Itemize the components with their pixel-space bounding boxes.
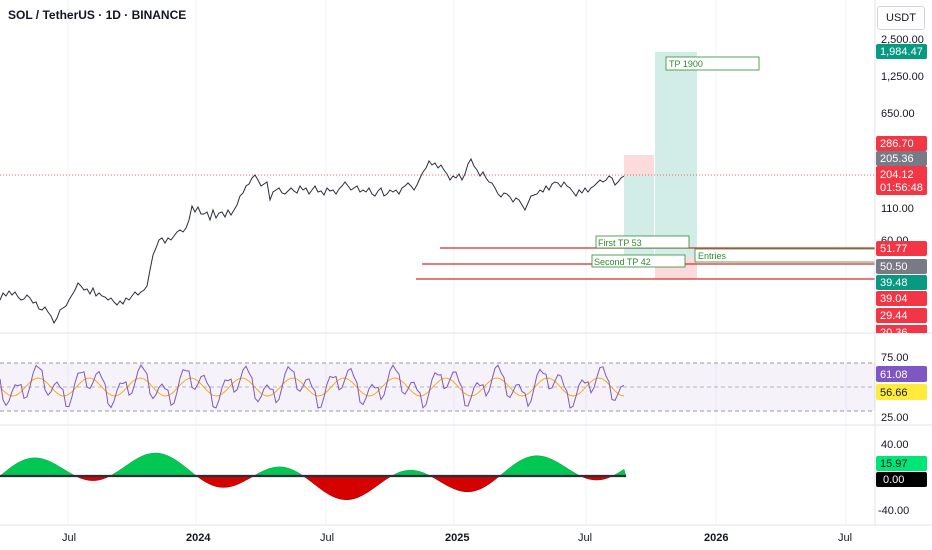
price-badge-current[interactable] — [876, 166, 927, 195]
price-badge-text: 20.36 — [880, 327, 908, 339]
price-tick-label: 1,250.00 — [881, 71, 924, 83]
price-series-line — [0, 157, 625, 325]
price-badge-text: 29.44 — [880, 310, 908, 322]
time-tick-label: 2024 — [186, 532, 211, 544]
stop-zone-box-1[interactable] — [624, 155, 654, 175]
price-badge-text: 286.70 — [880, 138, 914, 150]
annotation-first-tp[interactable]: First TP 53 — [595, 235, 690, 249]
countdown-timer-text: 01:56:48 — [880, 182, 923, 194]
price-badge-level-2[interactable] — [876, 259, 927, 274]
target-zone-box-2[interactable] — [655, 52, 697, 257]
time-tick-label: Jul — [838, 532, 852, 544]
time-tick-label: 2026 — [704, 532, 728, 544]
price-badge-text: 205.36 — [880, 153, 914, 165]
currency-button[interactable]: USDT — [877, 6, 925, 30]
osc-value-text: 15.97 — [880, 458, 908, 470]
rsi-ma-badge[interactable] — [876, 384, 927, 400]
price-badge-text: 39.04 — [880, 293, 908, 305]
price-badge-text: 50.50 — [880, 261, 908, 273]
price-tick-label: 650.00 — [881, 108, 915, 120]
price-tick-label: 110.00 — [881, 203, 914, 215]
rsi-ma-line — [0, 377, 625, 397]
time-tick-label: Jul — [62, 532, 76, 544]
price-badge-text: 51.77 — [880, 243, 908, 255]
osc-tick-label: -40.00 — [878, 505, 909, 517]
grid-lines — [67, 0, 847, 525]
osc-value-badge[interactable] — [876, 456, 927, 471]
chart-title[interactable]: SOL / TetherUS · 1D · BINANCE — [8, 8, 187, 22]
time-tick-label: Jul — [320, 532, 334, 544]
price-badge-prev[interactable] — [876, 151, 927, 166]
oscillator-positive-area — [0, 452, 627, 477]
price-badges: 1,984.47 286.70 205.36 204.12 01:56:48 5… — [876, 44, 927, 487]
price-badge-level-1[interactable] — [876, 241, 927, 256]
price-badge-tp[interactable] — [876, 44, 927, 59]
annotation-text: Entries — [698, 251, 727, 261]
oscillator-negative-area — [0, 475, 626, 500]
annotation-text: First TP 53 — [598, 238, 642, 248]
annotation-text: Second TP 42 — [594, 257, 651, 267]
rsi-line — [0, 364, 625, 409]
price-tick-label: 2,500.00 — [881, 34, 924, 46]
osc-tick-label: 40.00 — [881, 439, 909, 451]
price-badge-level-4[interactable] — [876, 291, 927, 306]
price-badge-level-5[interactable] — [876, 308, 927, 323]
rsi-tick-label: 75.00 — [881, 352, 909, 364]
rsi-tick-label: 25.00 — [881, 412, 909, 424]
price-badge-high[interactable] — [876, 136, 927, 151]
rsi-ma-text: 56.66 — [880, 387, 908, 399]
annotation-entries[interactable]: Entries — [694, 248, 876, 263]
osc-zero-badge[interactable] — [876, 472, 927, 487]
annotation-tp-1900[interactable]: TP 1900 — [665, 56, 760, 71]
rsi-value-badge[interactable] — [876, 366, 927, 382]
price-badge-text: 204.12 — [880, 169, 914, 181]
time-tick-label: 2025 — [445, 532, 469, 544]
osc-zero-text: 0.00 — [883, 474, 904, 486]
price-badge-text: 39.48 — [880, 277, 908, 289]
price-badge-level-3[interactable] — [876, 275, 927, 290]
price-badge-level-6[interactable] — [876, 325, 927, 333]
annotation-second-tp[interactable]: Second TP 42 — [591, 254, 686, 268]
rsi-value-text: 61.08 — [880, 369, 908, 381]
price-badge-text: 1,984.47 — [880, 46, 923, 58]
time-tick-label: Jul — [578, 532, 592, 544]
annotation-text: TP 1900 — [669, 59, 703, 69]
